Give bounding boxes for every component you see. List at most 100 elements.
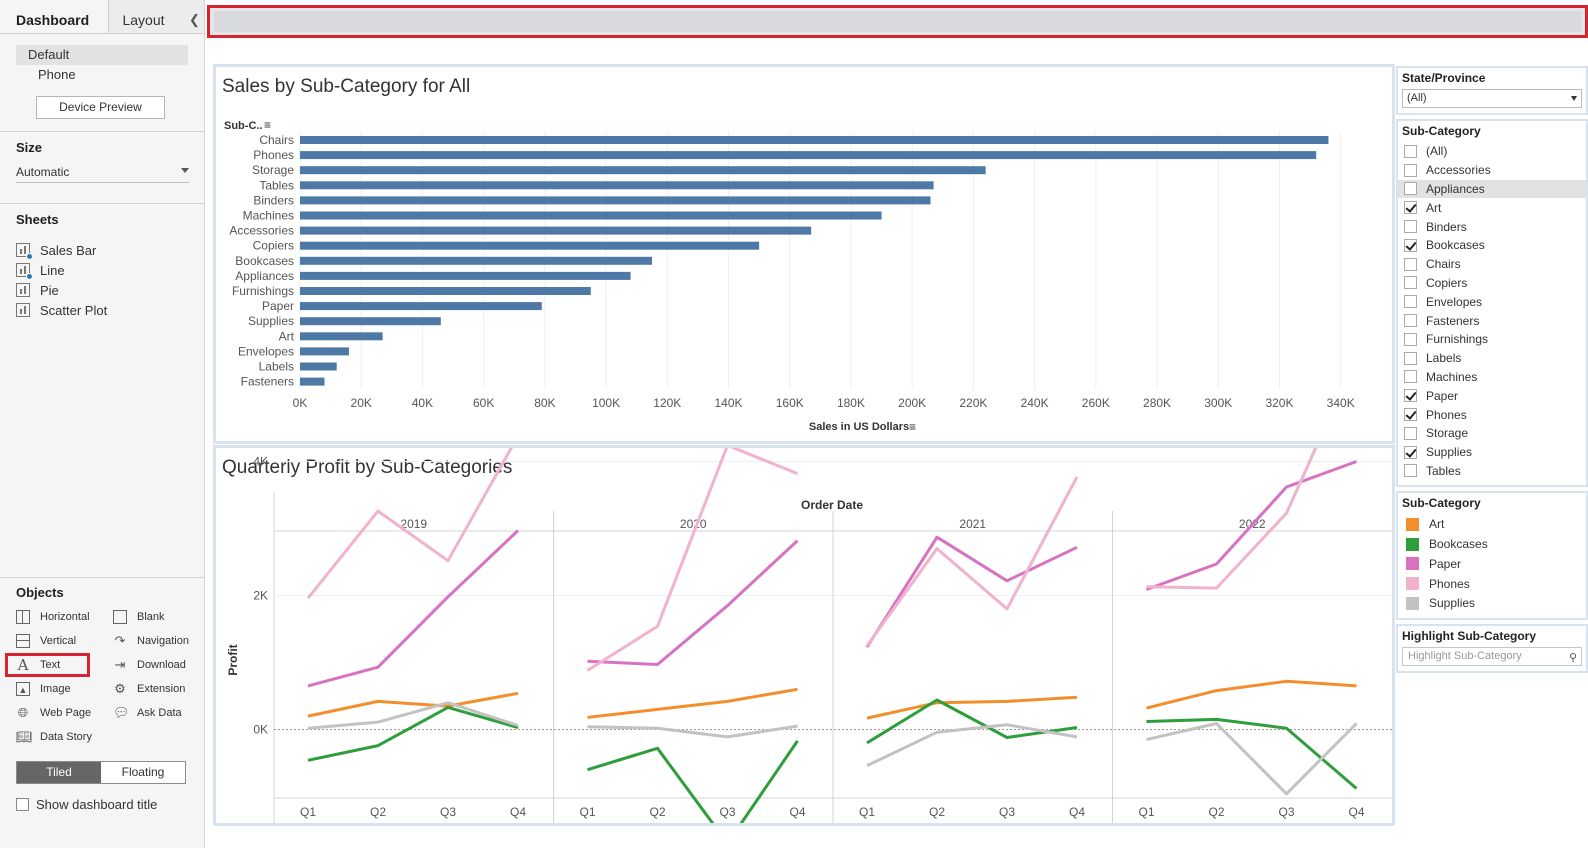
object-text[interactable]: A Text (16, 656, 113, 673)
filter-item[interactable]: Binders (1398, 217, 1586, 236)
filter-checkbox[interactable] (1404, 351, 1417, 365)
filter-item[interactable]: Chairs (1398, 255, 1586, 274)
profit-line-panel[interactable]: Quarterly Profit by Sub-Categories Order… (213, 445, 1395, 826)
filter-checkbox[interactable] (1404, 426, 1417, 440)
object-horizontal[interactable]: Horizontal (16, 608, 113, 625)
filter-item[interactable]: Furnishings (1398, 330, 1586, 349)
series-line-bookcases[interactable] (587, 740, 799, 823)
filter-item[interactable]: Appliances (1398, 179, 1586, 199)
series-line-art[interactable] (587, 687, 798, 719)
object-web-page[interactable]: 🌐︎ Web Page (16, 704, 113, 721)
filter-checkbox[interactable] (1404, 257, 1417, 271)
tiled-button[interactable]: Tiled (17, 762, 101, 783)
filter-checkbox[interactable] (1404, 238, 1417, 252)
sort-icon[interactable]: ≡ (909, 420, 916, 434)
filter-item[interactable]: Art (1398, 198, 1586, 217)
object-blank[interactable]: Blank (113, 608, 213, 625)
object-image[interactable]: ▲ Image (16, 680, 113, 697)
filter-item[interactable]: Copiers (1398, 274, 1586, 293)
bar[interactable] (300, 196, 931, 205)
filter-checkbox[interactable] (1404, 182, 1417, 196)
bar[interactable] (300, 136, 1329, 144)
filter-item[interactable]: Bookcases (1398, 236, 1586, 255)
bar[interactable] (300, 241, 760, 250)
tab-layout[interactable]: Layout (109, 0, 204, 33)
filter-item[interactable]: Tables (1398, 462, 1586, 481)
series-line-phones[interactable] (865, 476, 1079, 647)
highlight-search-input[interactable]: Highlight Sub-Category ⚲ (1402, 647, 1582, 667)
show-title-option[interactable]: Show dashboard title (16, 797, 157, 812)
filter-checkbox[interactable] (1404, 295, 1417, 309)
series-line-paper[interactable] (865, 535, 1078, 648)
object-navigation[interactable]: ↷ Navigation (113, 632, 213, 649)
filter-item[interactable]: Machines (1398, 368, 1586, 387)
bar[interactable] (300, 347, 349, 356)
filter-item[interactable]: Envelopes (1398, 292, 1586, 311)
filter-checkbox[interactable] (1404, 163, 1417, 177)
tab-dashboard[interactable]: Dashboard (0, 0, 110, 33)
device-default[interactable]: Default (16, 45, 188, 65)
sheet-item[interactable]: Scatter Plot (0, 300, 205, 320)
sort-icon[interactable]: ≡ (264, 118, 271, 132)
filter-checkbox[interactable] (1404, 332, 1417, 346)
legend-item[interactable]: Art (1402, 514, 1586, 534)
bar[interactable] (300, 211, 882, 220)
show-title-checkbox[interactable] (16, 798, 29, 811)
filter-item[interactable]: Supplies (1398, 443, 1586, 462)
legend-item[interactable]: Bookcases (1402, 534, 1586, 554)
size-dropdown[interactable]: Automatic (16, 163, 189, 183)
series-line-supplies[interactable] (587, 724, 798, 739)
filter-item[interactable]: Paper (1398, 386, 1586, 405)
device-phone[interactable]: Phone (38, 67, 76, 82)
series-line-art[interactable] (1146, 679, 1357, 710)
bar[interactable] (300, 302, 542, 311)
series-line-bookcases[interactable] (866, 698, 1078, 745)
filter-item[interactable]: Accessories (1398, 161, 1586, 180)
bar[interactable] (300, 377, 325, 386)
series-line-supplies[interactable] (1146, 722, 1358, 796)
filter-checkbox[interactable] (1404, 314, 1417, 328)
bar[interactable] (300, 226, 812, 235)
object-download[interactable]: ⇥ Download (113, 656, 213, 673)
filter-item[interactable]: Storage (1398, 424, 1586, 443)
device-preview-button[interactable]: Device Preview (36, 96, 165, 119)
series-line-paper[interactable] (587, 539, 799, 666)
bar[interactable] (300, 181, 934, 190)
series-line-paper[interactable] (1145, 460, 1358, 591)
legend-item[interactable]: Supplies (1402, 594, 1586, 614)
bar[interactable] (300, 362, 337, 371)
chevron-left-icon[interactable]: ❮ (189, 12, 200, 27)
dashboard-top-strip[interactable] (207, 5, 1588, 38)
series-line-phones[interactable] (586, 448, 799, 672)
filter-checkbox[interactable] (1404, 464, 1417, 478)
series-line-art[interactable] (866, 695, 1078, 720)
legend-item[interactable]: Phones (1402, 574, 1586, 594)
bar[interactable] (300, 317, 441, 326)
floating-button[interactable]: Floating (101, 762, 185, 783)
series-line-bookcases[interactable] (307, 705, 519, 762)
filter-item[interactable]: Labels (1398, 349, 1586, 368)
series-line-supplies[interactable] (866, 723, 1078, 768)
bar[interactable] (300, 256, 652, 265)
sheet-item[interactable]: Sales Bar (0, 240, 205, 260)
object-ask-data[interactable]: 💬︎ Ask Data (113, 704, 213, 721)
sales-bar-panel[interactable]: Sales by Sub-Category for All Sub-C.. ≡ … (213, 64, 1395, 444)
object-extension[interactable]: ⚙ Extension (113, 680, 213, 697)
filter-checkbox[interactable] (1404, 389, 1417, 403)
filter-checkbox[interactable] (1404, 144, 1417, 158)
state-dropdown[interactable]: (All) (1402, 89, 1582, 108)
legend-item[interactable]: Paper (1402, 554, 1586, 574)
bar[interactable] (300, 287, 591, 295)
series-line-phones[interactable] (306, 448, 518, 600)
sheet-item[interactable]: Line (0, 260, 205, 280)
sheet-item[interactable]: Pie (0, 280, 205, 300)
object-data-story[interactable]: 📖︎ Data Story (16, 728, 113, 745)
series-line-art[interactable] (307, 691, 519, 718)
object-vertical[interactable]: Vertical (16, 632, 113, 649)
filter-checkbox[interactable] (1404, 370, 1417, 384)
series-line-phones[interactable] (1146, 448, 1357, 590)
filter-checkbox[interactable] (1404, 201, 1417, 215)
bar[interactable] (300, 271, 631, 280)
filter-item[interactable]: Phones (1398, 405, 1586, 424)
series-line-supplies[interactable] (307, 701, 519, 730)
